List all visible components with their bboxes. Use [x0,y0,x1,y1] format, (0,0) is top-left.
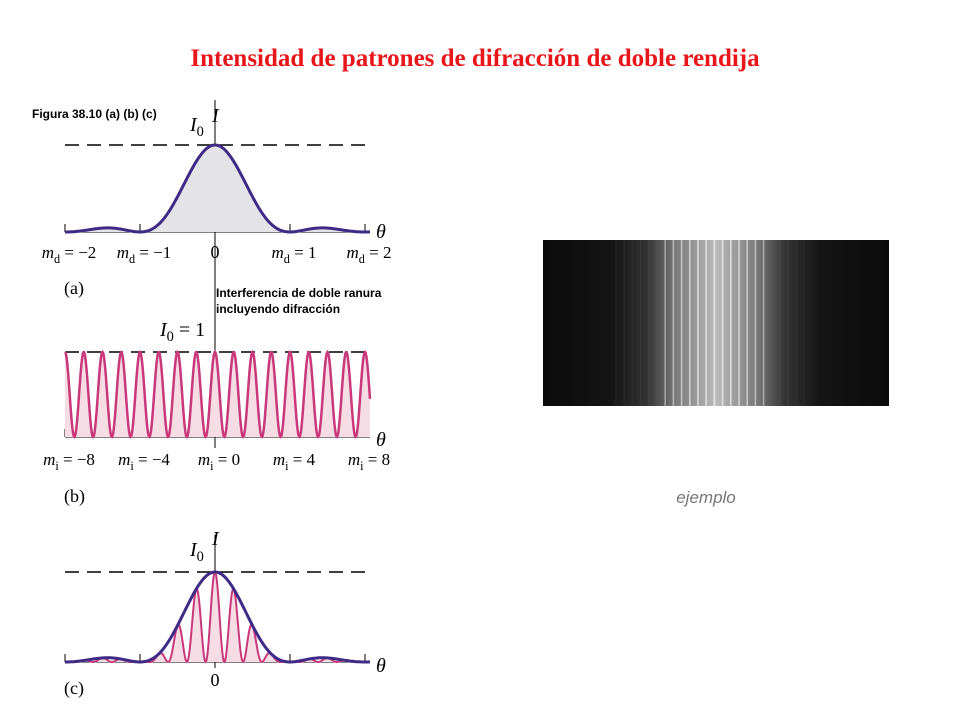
fill [65,145,370,232]
envelope-curve [65,570,370,664]
panel-label: (b) [64,486,85,507]
symbol: m [273,450,285,469]
subscript: i [360,459,364,473]
axis-x: θ [376,655,386,677]
math-label: md = 1 [272,243,317,266]
title: Intensidad de patrones de difracción de … [190,45,760,72]
subscript: 0 [197,549,204,565]
center: 0 [211,670,220,690]
value: = 4 [289,450,316,469]
math-label: mi = −8 [43,450,95,473]
fringe-lines [615,240,806,406]
math-label: mi = 4 [273,450,316,473]
math-label: md = −1 [117,243,172,266]
subscript: 0 [167,329,174,345]
diffraction-curve [65,143,370,234]
symbol: m [348,450,360,469]
subscript: i [55,459,59,473]
value: = −8 [59,450,95,469]
axis-x: θ [376,429,386,451]
math-label: I0 [189,114,204,140]
symbol: I [189,114,198,136]
panel-label: (c) [64,678,84,699]
annotation: incluyendo difracción [216,302,340,316]
subscript: i [285,459,289,473]
interference-curve [64,350,372,439]
symbol: m [272,243,284,262]
subscript: d [284,252,290,266]
symbol: I [159,319,168,341]
math-label: I0 [189,539,204,565]
example-caption: ejemplo [676,488,736,507]
symbol: m [198,450,210,469]
interference-curve [65,570,370,664]
math-label: md = 2 [347,243,392,266]
axis-x: θ [376,221,386,243]
symbol: m [347,243,359,262]
subscript: 0 [197,124,204,140]
subscript: d [359,252,365,266]
figure-caption: Figura 38.10 (a) (b) (c) [32,107,157,121]
symbol: m [118,450,130,469]
math-label: mi = 8 [348,450,390,473]
symbol: I [189,539,198,561]
fringe-photo [543,240,889,406]
panel-label: (a) [64,278,84,299]
value: = 2 [365,243,392,262]
math-label: I0 = 1 [159,319,205,345]
fill [65,572,370,662]
subscript: d [54,252,60,266]
annotation: Interferencia de doble ranura [216,286,382,300]
value: = 1 [290,243,317,262]
math-label: md = −2 [42,243,97,266]
value: = −2 [60,243,96,262]
fill [65,352,370,437]
math-label: mi = 0 [198,450,240,473]
value: = 8 [364,450,391,469]
axis-y: I [211,528,220,550]
value: = −4 [134,450,171,469]
symbol: m [43,450,55,469]
axis-y: I [211,105,220,127]
symbol: m [42,243,54,262]
subscript: i [210,459,214,473]
photo [543,240,889,406]
subscript: d [129,252,135,266]
symbol: m [117,243,129,262]
subscript: i [130,459,134,473]
value: = 1 [174,319,205,341]
value: = 0 [214,450,241,469]
value: = −1 [135,243,171,262]
math-label: mi = −4 [118,450,170,473]
